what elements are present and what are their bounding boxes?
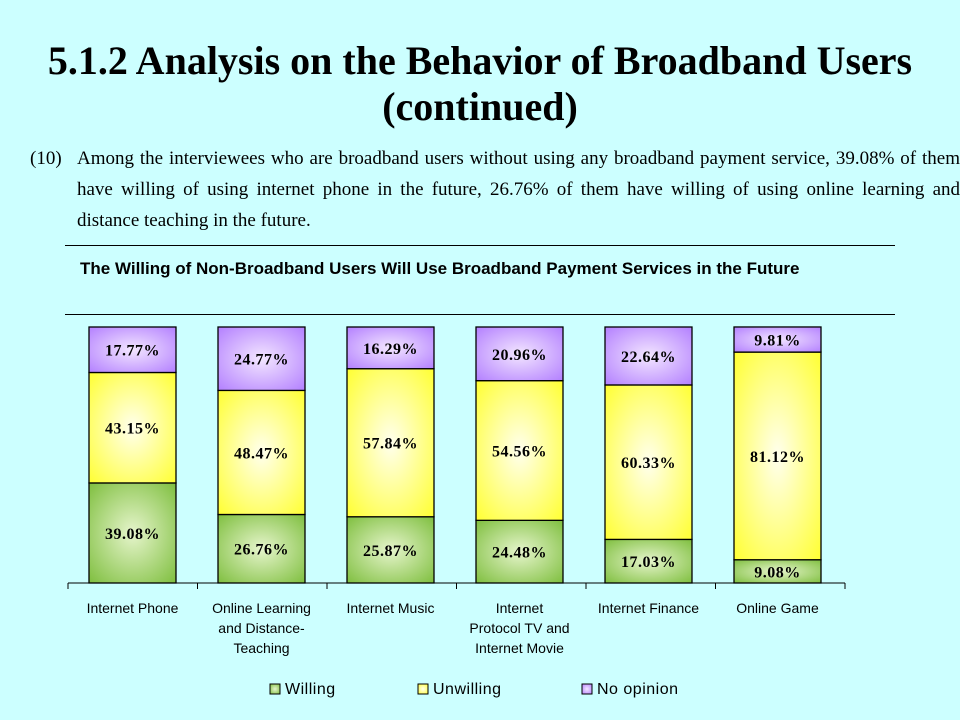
legend-label-willing: Willing	[285, 681, 336, 698]
data-label: 26.76%	[234, 542, 289, 559]
data-label: 24.48%	[492, 545, 547, 562]
category-label: Online Learning	[212, 600, 311, 616]
bar-segment-willing	[217, 513, 306, 584]
chart-title: The Willing of Non-Broadband Users Will …	[80, 259, 800, 278]
bar-segment-willing	[475, 519, 564, 584]
data-label: 16.29%	[363, 341, 418, 358]
bar-segment-unwilling	[217, 389, 306, 516]
bar-segment-no-opinion	[475, 326, 564, 382]
legend-label-unwilling: Unwilling	[433, 681, 502, 698]
paragraph-number: (10)	[30, 148, 62, 169]
data-label: 39.08%	[105, 526, 160, 543]
category-label: Internet Phone	[87, 600, 179, 616]
category-label: Protocol TV and	[469, 620, 569, 636]
bar-segment-no-opinion	[88, 326, 177, 374]
bar-segment-no-opinion	[604, 326, 693, 386]
bar-segment-willing	[604, 538, 693, 584]
data-label: 43.15%	[105, 421, 160, 438]
data-label: 57.84%	[363, 436, 418, 453]
data-label: 48.47%	[234, 445, 289, 462]
legend-swatch-unwilling	[417, 683, 429, 695]
category-label: Teaching	[233, 640, 289, 656]
category-label: Internet Finance	[598, 600, 699, 616]
category-label: Internet Movie	[475, 640, 564, 656]
bar-segment-no-opinion	[346, 326, 435, 370]
chart-title-rule	[65, 314, 895, 315]
category-label: and Distance-	[218, 620, 305, 636]
category-label: Online Game	[736, 600, 819, 616]
intro-paragraph: (10) Among the interviewees who are broa…	[30, 143, 960, 236]
data-label: 81.12%	[750, 449, 805, 466]
bar-segment-unwilling	[475, 380, 564, 521]
chart-top-rule	[65, 245, 895, 246]
data-label: 24.77%	[234, 352, 289, 369]
data-label: 22.64%	[621, 349, 676, 366]
slide-title: 5.1.2 Analysis on the Behavior of Broadb…	[47, 38, 913, 129]
data-label: 9.08%	[754, 564, 801, 581]
data-label: 60.33%	[621, 455, 676, 472]
paragraph-text: Among the interviewees who are broadband…	[77, 148, 960, 231]
bar-segment-no-opinion	[217, 326, 306, 392]
data-label: 54.56%	[492, 443, 547, 460]
data-label: 17.03%	[621, 554, 676, 571]
bar-segment-willing	[88, 482, 177, 584]
bar-segment-unwilling	[604, 384, 693, 541]
category-label: Internet Music	[347, 600, 435, 616]
data-label: 17.77%	[105, 343, 160, 360]
legend-swatch-no-opinion	[581, 683, 593, 695]
bar-segment-unwilling	[733, 351, 822, 561]
data-label: 20.96%	[492, 347, 547, 364]
data-label: 25.87%	[363, 543, 418, 560]
bar-segment-no-opinion	[733, 326, 822, 353]
legend-label-no-opinion: No opinion	[597, 681, 679, 698]
data-label: 9.81%	[754, 333, 801, 350]
category-label: Internet	[496, 600, 544, 616]
bar-segment-unwilling	[346, 368, 435, 518]
legend-swatch-willing	[269, 683, 281, 695]
bar-segment-unwilling	[88, 371, 177, 484]
